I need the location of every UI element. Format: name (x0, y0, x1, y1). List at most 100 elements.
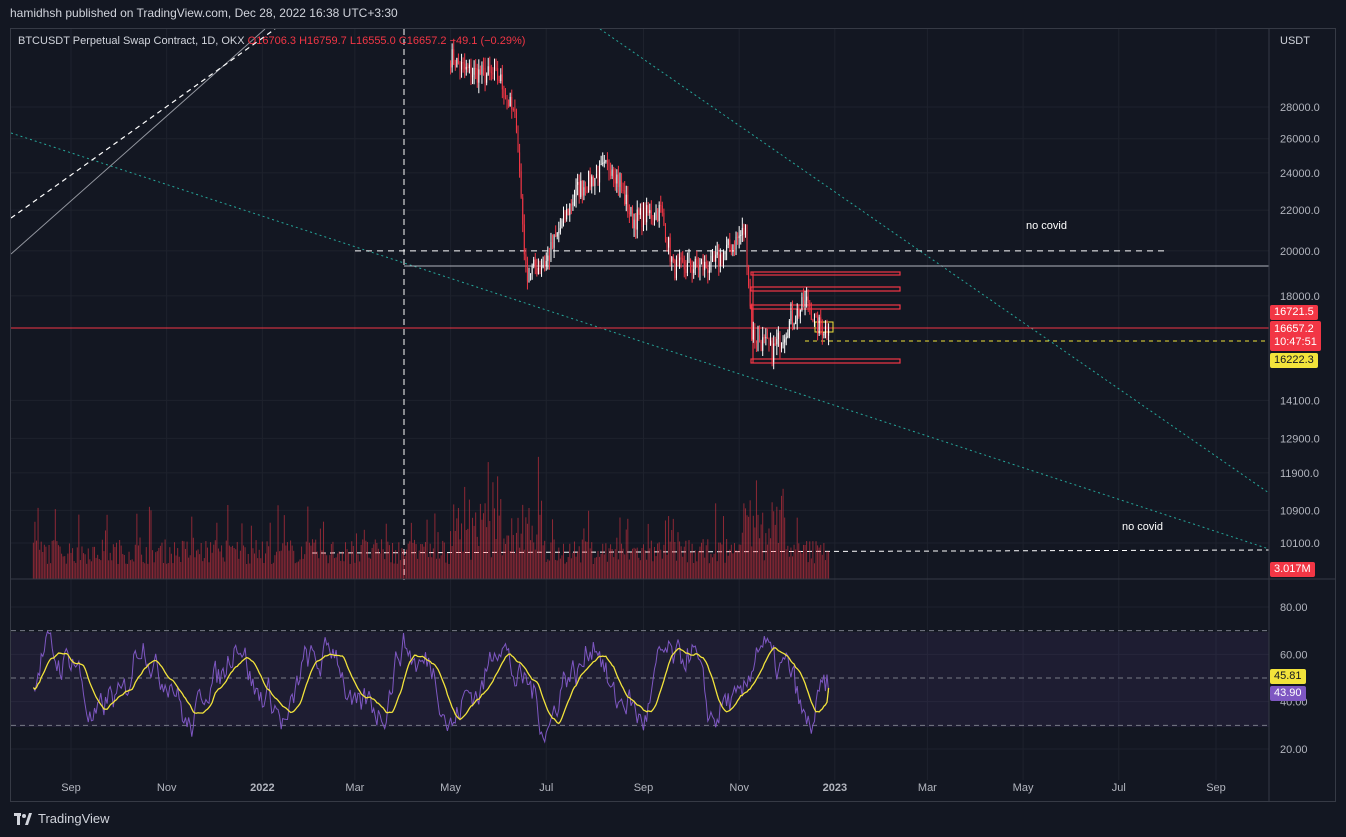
candle-body (646, 205, 648, 223)
volume-bar (164, 539, 166, 579)
volume-bar (346, 549, 348, 579)
volume-bar (697, 551, 699, 579)
volume-bar (126, 563, 128, 579)
volume-bar (305, 541, 307, 579)
volume-bar (409, 541, 411, 579)
candle-body (781, 343, 783, 349)
volume-bar (632, 548, 634, 579)
volume-bar (771, 502, 773, 579)
volume-bar (792, 556, 794, 579)
candle-body (752, 329, 754, 340)
volume-bar (694, 550, 696, 579)
candle-body (493, 67, 495, 75)
candle-body (680, 257, 682, 259)
volume-bar (817, 545, 819, 579)
volume-bar (798, 543, 800, 579)
volume-bar (94, 546, 96, 579)
volume-bar (773, 511, 775, 579)
volume-bar (326, 555, 328, 579)
volume-bar (716, 561, 718, 579)
volume-bar (795, 549, 797, 579)
volume-bar (584, 541, 586, 579)
volume-bar (815, 541, 817, 579)
annotation-no-covid-top[interactable]: no covid (1026, 220, 1067, 232)
time-tick-label: Sep (61, 782, 81, 794)
volume-bar (142, 561, 144, 579)
candle-body (613, 169, 615, 178)
volume-bar (442, 540, 444, 579)
volume-bar (81, 546, 83, 579)
volume-bar (545, 562, 547, 579)
candle-body (504, 97, 506, 99)
volume-bar (70, 552, 72, 579)
current-box (814, 321, 834, 333)
candle-body (707, 268, 709, 273)
candle-body (498, 79, 500, 82)
volume-bar (219, 551, 221, 579)
volume-bar (158, 547, 160, 579)
candle-body (641, 208, 643, 228)
candle-body (461, 62, 463, 70)
annotation-no-covid-bottom[interactable]: no covid (1122, 521, 1163, 533)
candle-body (705, 261, 707, 269)
volume-bar (406, 549, 408, 579)
volume-bar (40, 541, 42, 579)
volume-bar (600, 553, 602, 579)
volume-bar (440, 555, 442, 579)
volume-bar (224, 561, 226, 579)
volume-bar (260, 558, 262, 579)
volume-bar (172, 563, 174, 579)
volume-bar (98, 558, 100, 579)
candle-body (558, 231, 560, 233)
volume-bar (178, 556, 180, 579)
volume-bar (757, 514, 759, 579)
volume-bar (506, 535, 508, 579)
volume-bar (92, 546, 94, 579)
volume-bar (90, 561, 92, 579)
footer[interactable]: TradingView (14, 811, 110, 826)
volume-bar (319, 528, 321, 579)
volume-bar (39, 549, 41, 579)
volume-bar (84, 554, 86, 579)
volume-bar (377, 548, 379, 579)
volume-bar (641, 547, 643, 579)
symbol-legend[interactable]: BTCUSDT Perpetual Swap Contract, 1D, OKX… (18, 35, 525, 47)
candle-body (569, 204, 571, 216)
candle-body (533, 259, 535, 266)
candle-body (733, 244, 735, 250)
candle-body (603, 161, 605, 163)
candle-body (594, 177, 596, 186)
price-tick-label: 24000.0 (1280, 168, 1320, 180)
volume-bar (445, 562, 447, 579)
channel-line-dashed (11, 29, 276, 219)
candle-body (697, 265, 699, 271)
volume-bar (167, 563, 169, 579)
candle-body (456, 57, 458, 68)
legend-ohlc: O16706.3 H16759.7 L16555.0 C16657.2 −49.… (248, 35, 526, 47)
candle-body (525, 254, 527, 265)
candle-body (578, 181, 580, 198)
volume-bar (741, 532, 743, 579)
volume-bar (526, 523, 528, 579)
volume-bar (649, 548, 651, 579)
volume-bar (595, 557, 597, 579)
volume-bar (534, 549, 536, 579)
volume-bar (283, 515, 285, 579)
volume-bar (677, 532, 679, 579)
volume-bar (252, 548, 254, 579)
volume-bar (508, 535, 510, 579)
volume-bar (286, 542, 288, 579)
candle-body (657, 210, 659, 221)
volume-bar (531, 525, 533, 579)
volume-bar (635, 548, 637, 579)
time-tick-label: Nov (157, 782, 177, 794)
volume-bars (32, 456, 830, 579)
candle-body (766, 337, 768, 339)
candle-body (729, 239, 731, 248)
candle-body (712, 255, 714, 257)
candle-body (647, 205, 649, 214)
volume-bar (100, 560, 102, 579)
volume-bar (56, 541, 58, 579)
volume-bar (313, 542, 315, 579)
